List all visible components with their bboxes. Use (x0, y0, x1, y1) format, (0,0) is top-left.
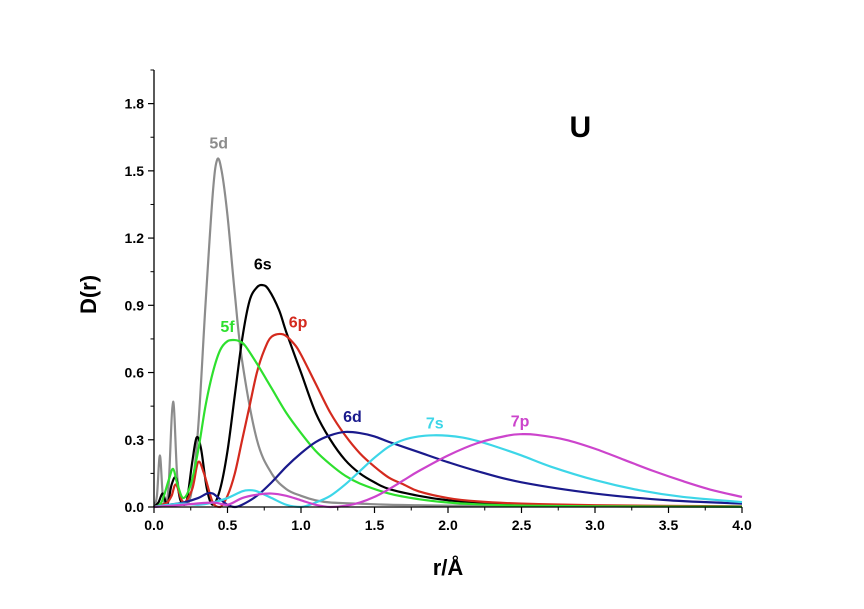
y-tick-label: 0.0 (125, 499, 145, 515)
y-tick-label: 0.9 (125, 297, 145, 313)
x-tick-label: 1.0 (291, 517, 311, 533)
axes: 0.0 0.5 1.0 1.5 2.0 2.5 3.0 3.5 4.0 0.0 0.3 0.6 0.9 1… (125, 69, 752, 533)
element-label: U (569, 111, 591, 144)
series-line-7p (153, 432, 743, 509)
y-tick-label: 0.6 (125, 365, 145, 381)
series-line-5f (153, 338, 743, 509)
x-axis-title: r/Å (433, 554, 464, 580)
curves (152, 157, 743, 509)
series-label-6p: 6p (289, 315, 308, 332)
y-axis-title: D(r) (76, 275, 101, 314)
y-tick-label: 1.2 (125, 230, 145, 246)
x-tick-label: 4.0 (732, 517, 752, 533)
series-line-5d (152, 157, 743, 508)
x-tick-label: 3.0 (585, 517, 605, 533)
series-label-5f: 5f (220, 319, 235, 336)
series-label-5d: 5d (209, 135, 228, 152)
series-line-6d (153, 430, 743, 509)
series-labels: 5d 6s 6p 5f 6d 7s 7p (209, 135, 529, 432)
series-line-7s (153, 434, 743, 509)
series-label-7p: 7p (511, 413, 530, 430)
x-tick-label: 2.0 (438, 517, 458, 533)
y-tick-label: 0.3 (125, 432, 145, 448)
x-tick-label: 1.5 (365, 517, 385, 533)
series-line-6p (153, 332, 743, 509)
series-line-6s (153, 283, 743, 508)
series-label-6s: 6s (254, 256, 272, 273)
x-tick-label: 0.5 (218, 517, 238, 533)
x-tick-label: 2.5 (512, 517, 532, 533)
x-tick-label: 3.5 (659, 517, 679, 533)
series-label-6d: 6d (343, 409, 362, 426)
series-label-7s: 7s (426, 416, 444, 433)
y-tick-label: 1.8 (125, 96, 145, 112)
x-tick-label: 0.0 (144, 517, 164, 533)
y-tick-label: 1.5 (125, 163, 145, 179)
